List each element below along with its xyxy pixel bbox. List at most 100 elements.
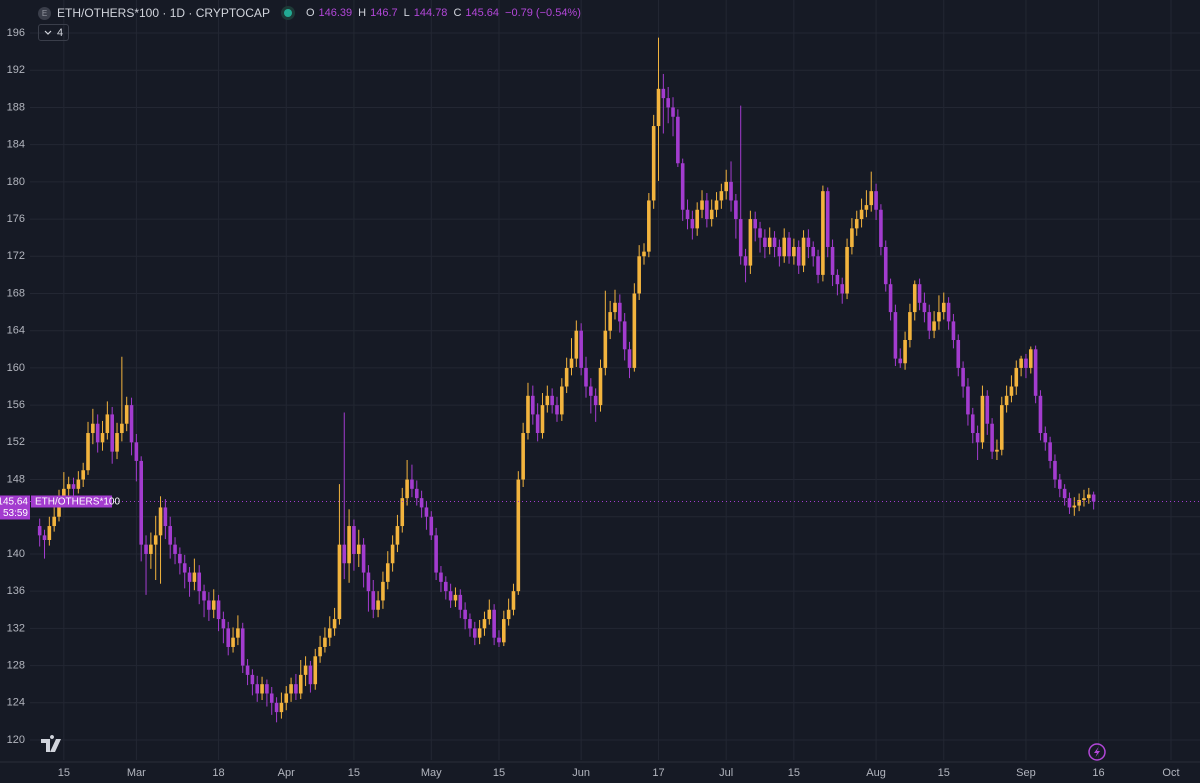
candle-body — [816, 256, 820, 275]
candle-body — [632, 293, 637, 368]
candle-body — [202, 591, 206, 601]
candle-body — [240, 628, 245, 666]
candle-body — [91, 423, 95, 434]
candle-body — [197, 572, 202, 592]
candle-body — [782, 237, 787, 257]
candle-body — [216, 600, 221, 620]
indicators-toggle[interactable]: 4 — [38, 24, 70, 41]
candle-body — [1004, 395, 1009, 406]
x-tick-label: 15 — [493, 767, 505, 779]
candle-body — [192, 572, 197, 582]
candle-body — [637, 256, 641, 294]
candle-body — [535, 414, 540, 434]
candle-body — [555, 405, 559, 415]
candle-body — [207, 600, 211, 610]
lightning-button[interactable] — [1088, 743, 1106, 761]
candle-body — [671, 107, 675, 117]
y-tick-label: 148 — [7, 473, 25, 485]
candle-body — [898, 358, 903, 364]
candle-body — [405, 479, 409, 499]
candle-body — [1038, 395, 1043, 434]
candle-body — [120, 423, 124, 434]
y-tick-label: 172 — [7, 250, 25, 262]
candle-body — [506, 609, 511, 620]
candle-body — [840, 284, 845, 294]
candle-body — [226, 628, 231, 647]
y-tick-label: 180 — [7, 176, 25, 188]
candle-body — [801, 237, 806, 266]
candle-body — [845, 246, 849, 294]
candle-body — [932, 321, 936, 331]
candle-body — [144, 544, 148, 554]
candle-body — [825, 191, 830, 247]
x-tick-label: Apr — [278, 767, 295, 779]
candle-body — [313, 656, 318, 685]
candle-body — [961, 367, 965, 387]
x-tick-label: 15 — [348, 767, 360, 779]
candle-body — [642, 251, 646, 257]
candle-body — [1033, 349, 1038, 396]
candle-body — [250, 674, 255, 685]
grid — [30, 0, 1200, 760]
candle-body — [990, 423, 994, 452]
candle-body — [850, 228, 854, 247]
candle-body — [149, 544, 153, 554]
candle-body — [371, 591, 376, 610]
candle-body — [598, 367, 603, 406]
candle-body — [743, 256, 748, 266]
lightning-icon[interactable] — [1094, 747, 1100, 757]
candle-body — [298, 674, 303, 694]
tv-logo — [41, 735, 61, 752]
candle-body — [540, 405, 545, 434]
candle-body — [381, 581, 385, 601]
candle-body — [1072, 505, 1077, 508]
candle-body — [980, 395, 985, 443]
candle-body — [37, 526, 42, 536]
candle-body — [1048, 442, 1052, 461]
candle-body — [574, 330, 579, 359]
candle-body — [593, 395, 598, 406]
candle-body — [714, 200, 719, 210]
candle-body — [908, 312, 912, 340]
candle-body — [134, 442, 139, 461]
x-tick-label: 15 — [58, 767, 70, 779]
candle-body — [318, 646, 322, 657]
candle-body — [443, 581, 448, 592]
candle-body — [685, 209, 690, 220]
candle-body — [269, 693, 274, 703]
symbol-title[interactable]: ETH/OTHERS*100 · 1D · CRYPTOCAP — [57, 6, 270, 20]
candle-body — [477, 628, 482, 638]
candle-body — [995, 449, 999, 452]
chevron[interactable] — [44, 30, 52, 36]
candle-body — [589, 386, 593, 396]
candle-body — [414, 488, 419, 499]
candle-body — [859, 209, 864, 220]
symbol-icon: E — [38, 6, 51, 20]
candle-body — [763, 237, 767, 247]
candle-body — [294, 684, 298, 694]
candle-body — [526, 395, 530, 434]
candle-body — [690, 219, 695, 229]
y-tick-label: 156 — [7, 399, 25, 411]
candle-body — [366, 572, 371, 592]
y-tick-label: 124 — [7, 697, 25, 709]
candle-body — [893, 312, 898, 359]
candle-body — [95, 423, 100, 443]
y-tick-label: 120 — [7, 734, 25, 746]
candle-body — [115, 433, 119, 452]
candle-body — [110, 414, 114, 452]
candle-body — [1082, 498, 1086, 500]
candle-body — [613, 302, 617, 313]
x-tick-label: Jun — [572, 767, 590, 779]
candle-body — [700, 200, 704, 210]
candle-body — [854, 219, 859, 229]
ohlc-prefix: H — [358, 7, 367, 19]
indicator-count[interactable]: 4 — [57, 26, 64, 39]
candle-body — [966, 386, 970, 415]
ohlc-prefix: L — [403, 7, 410, 19]
candle-body — [100, 433, 105, 443]
lightning-ring[interactable] — [1088, 743, 1106, 761]
market-status[interactable] — [283, 9, 292, 17]
candle-body — [729, 181, 733, 201]
